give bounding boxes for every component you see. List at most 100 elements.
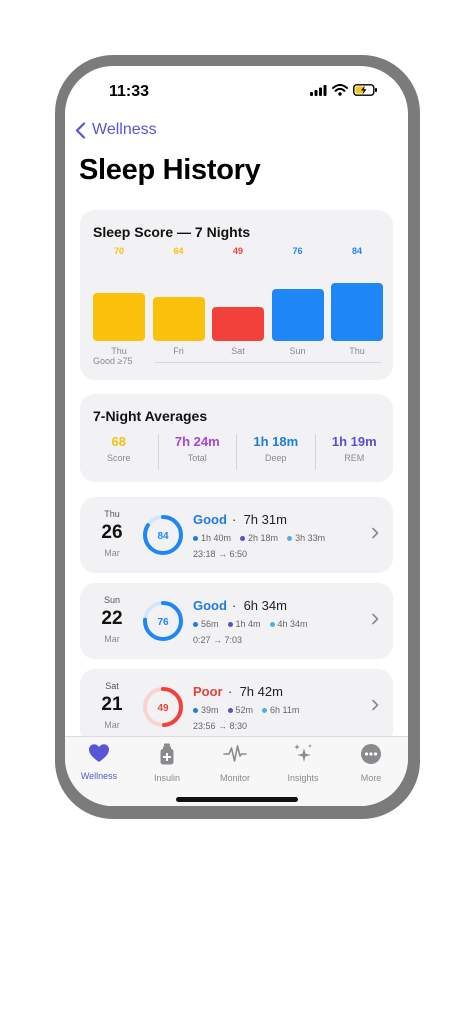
night-day: 21 [101, 694, 123, 715]
average-value: 1h 19m [331, 434, 377, 449]
bar-column: 64 Fri [152, 246, 205, 358]
bar-value-label: 70 [113, 246, 124, 256]
night-card[interactable]: Thu 26 Mar 84 Good · 7h 31m 1h 40m 2h 18… [80, 497, 393, 573]
average-value: 7h 24m [174, 434, 220, 449]
deep-dot [193, 536, 198, 542]
stage-deep: 56m [193, 619, 219, 629]
rem-dot [240, 536, 246, 542]
deep-dot [193, 622, 198, 628]
battery-charging-icon [353, 84, 377, 96]
score-bar [212, 307, 264, 341]
bar-column: 70 Thu [93, 246, 145, 358]
averages-title: 7-Night Averages [93, 408, 208, 424]
average-label: Deep [264, 453, 287, 463]
bar-value-label: 64 [173, 246, 184, 256]
average-label: REM [344, 453, 365, 463]
night-quality: Good [193, 512, 227, 527]
night-stages: 39m 52m 6h 11m [193, 705, 299, 715]
night-card[interactable]: Sat 21 Mar 49 Poor · 7h 42m 39m 52m 6h 1… [80, 669, 393, 745]
tab-label: Monitor [219, 773, 250, 783]
night-weekday: Sat [105, 681, 119, 691]
bar-column: 49 Sat [212, 246, 264, 358]
night-day: 26 [101, 522, 123, 543]
average-deep: 1h 18m Deep [236, 434, 315, 470]
deep-dot [193, 708, 198, 714]
good-threshold-rule [155, 362, 381, 363]
stage-deep-value: 39m [201, 705, 219, 715]
night-day: 22 [101, 608, 123, 629]
bar-value-label: 49 [232, 246, 243, 256]
night-month: Mar [104, 720, 120, 730]
night-card[interactable]: Sun 22 Mar 76 Good · 6h 34m 56m 1h 4m 4h… [80, 583, 393, 659]
bar-day-label: Fri [173, 346, 184, 356]
night-weekday: Thu [104, 509, 120, 519]
night-quality: Good [193, 598, 227, 613]
night-duration: · 6h 34m [232, 598, 287, 613]
tab-label: Insulin [153, 773, 180, 783]
night-duration-value: 7h 31m [243, 512, 287, 527]
chevron-right-icon [372, 527, 379, 539]
score-ring-value: 76 [157, 617, 169, 628]
chevron-right-icon [372, 699, 379, 711]
average-label: Total [187, 453, 207, 463]
night-times: 23:56 → 8:30 [193, 721, 248, 731]
tab-monitor[interactable]: Monitor [201, 743, 269, 783]
page-title: Sleep History [79, 154, 261, 186]
bar-day-label: Sun [289, 346, 306, 356]
score-ring: 76 [143, 601, 183, 641]
averages-row: 68 Score 7h 24m Total 1h 18m Deep 1h 19m… [80, 434, 393, 470]
tab-insulin[interactable]: Insulin [133, 743, 201, 783]
bar-column: 76 Sun [271, 246, 324, 358]
sleep-score-card: Sleep Score — 7 Nights 70 Thu 64 Fri 49 Sat 76… [80, 210, 393, 380]
night-date: Thu 26 Mar [92, 509, 132, 558]
app-screen: 11:33 Wellness [65, 66, 408, 806]
stage-rem: 1h 4m [227, 619, 261, 629]
bar-column: 84 Thu [331, 246, 383, 358]
night-quality: Poor [193, 684, 223, 699]
night-stages: 56m 1h 4m 4h 34m [193, 619, 308, 629]
night-date: Sun 22 Mar [92, 595, 132, 644]
score-bar [152, 297, 205, 341]
average-total: 7h 24m Total [157, 434, 237, 470]
tab-bar: Wellness Insulin Monitor Insi [65, 736, 408, 806]
back-label: Wellness [92, 121, 157, 138]
bar-day-label: Thu [111, 346, 127, 356]
stage-rem-value: 2h 18m [248, 533, 279, 543]
stage-rem-value: 52m [235, 705, 254, 715]
stage-rem-value: 1h 4m [235, 619, 261, 629]
night-duration-value: 7h 42m [239, 684, 283, 699]
stage-deep-value: 56m [201, 619, 219, 629]
average-value: 68 [111, 434, 126, 449]
good-threshold-label: Good ≥75 [93, 356, 133, 366]
night-weekday: Sun [103, 595, 120, 605]
score-bar [271, 289, 324, 341]
sleep-score-title: Sleep Score — 7 Nights [93, 224, 251, 240]
good-threshold: Good ≥75 [93, 356, 381, 368]
stage-light: 6h 11m [262, 705, 299, 715]
tab-insights[interactable]: Insights [269, 743, 337, 783]
tab-more[interactable]: More [337, 743, 405, 783]
score-ring: 49 [143, 687, 183, 727]
insulin-pen-icon [160, 743, 174, 765]
night-month: Mar [104, 548, 120, 558]
tab-wellness[interactable]: Wellness [65, 743, 133, 781]
average-score: 68 Score [80, 434, 158, 470]
back-button[interactable]: Wellness [75, 121, 157, 139]
stage-light-value: 3h 33m [295, 533, 326, 543]
score-ring-value: 84 [157, 531, 169, 542]
night-times: 23:18 → 6:50 [193, 549, 248, 559]
home-indicator [176, 797, 298, 802]
average-rem: 1h 19m REM [314, 434, 394, 470]
cellular-signal-icon [310, 84, 327, 96]
light-dot [287, 536, 293, 542]
night-duration-value: 6h 34m [243, 598, 287, 613]
night-times: 0:27 → 7:03 [193, 635, 243, 645]
bar-value-label: 84 [351, 246, 362, 256]
light-dot [262, 708, 268, 714]
status-time: 11:33 [109, 83, 150, 100]
bar-day-label: Sat [231, 346, 245, 356]
rem-dot [227, 622, 233, 628]
averages-card: 7-Night Averages 68 Score 7h 24m Total 1… [80, 394, 393, 482]
sleep-score-chart: 70 Thu 64 Fri 49 Sat 76 Sun 84 Thu [93, 246, 383, 358]
tab-label: Insights [287, 773, 319, 783]
